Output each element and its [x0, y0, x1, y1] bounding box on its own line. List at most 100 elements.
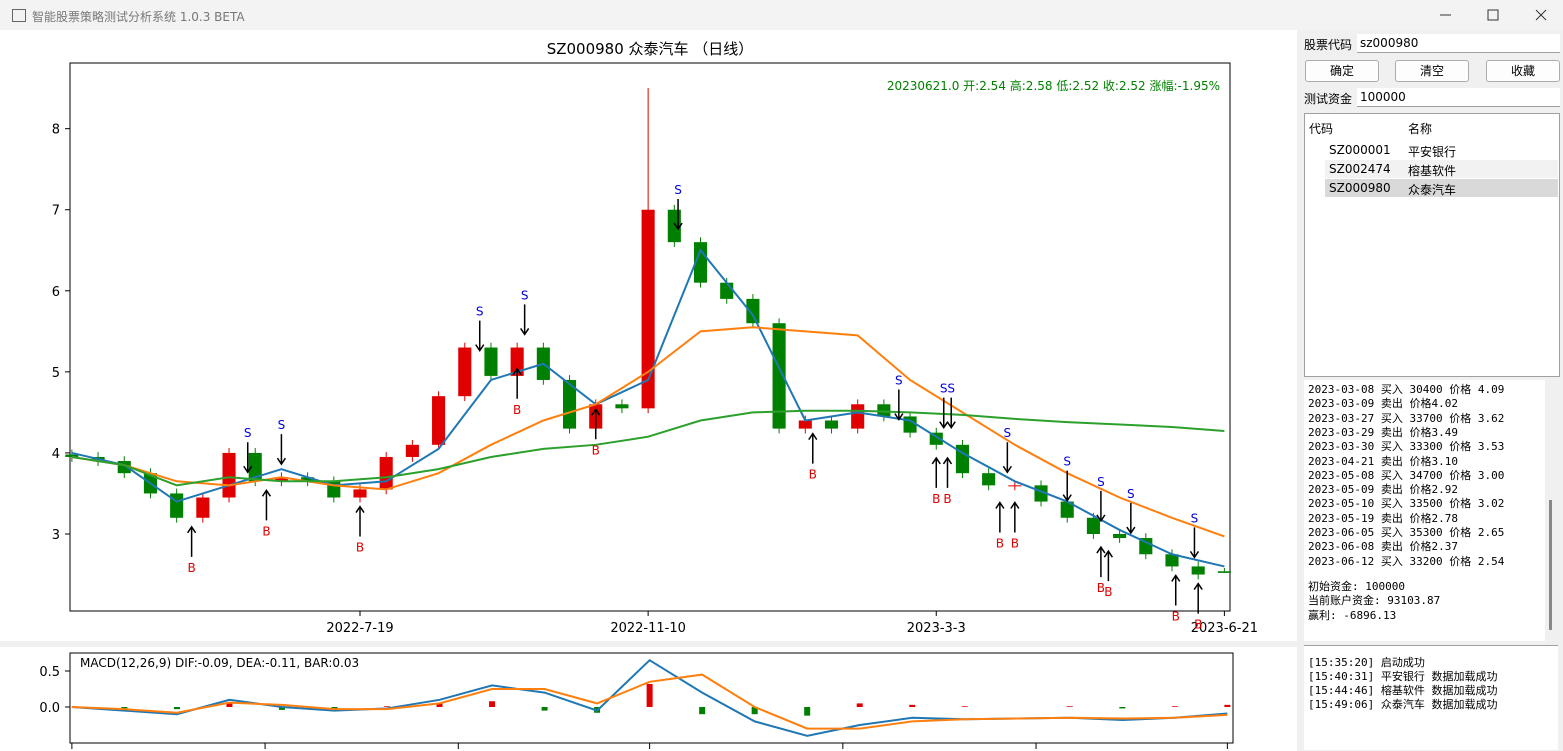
- macd-bar: [173, 707, 180, 710]
- candle-body: [484, 347, 498, 376]
- trade-line: 2023-04-21 卖出 价格3.10: [1308, 454, 1458, 468]
- macd-bar: [699, 707, 706, 715]
- trade-log: 2023-03-08 买入 30400 价格 4.09 2023-03-09 卖出…: [1304, 380, 1557, 641]
- table-cell[interactable]: 榕基软件: [1408, 164, 1457, 178]
- signal-label: B: [262, 524, 270, 538]
- fund-label: 测试资金: [1304, 92, 1353, 106]
- window-title: 智能股票策略测试分析系统 1.0.3 BETA: [32, 10, 245, 24]
- macd-bar: [489, 701, 496, 707]
- macd-bar: [121, 707, 128, 709]
- table-cell[interactable]: SZ002474: [1329, 162, 1391, 176]
- log-line: [15:35:20] 启动成功: [1308, 656, 1425, 669]
- candle-body: [65, 454, 79, 457]
- signal-arrow: [1171, 574, 1181, 606]
- macd-bar: [909, 704, 916, 707]
- candle-body: [222, 452, 236, 498]
- signal-label: B: [187, 561, 195, 575]
- y-tick-label: 8: [52, 123, 60, 138]
- macd-bar: [436, 703, 443, 707]
- macd-bar: [1119, 707, 1126, 709]
- x-tick-label: 2023-3-3: [907, 621, 966, 636]
- signal-arrow: [931, 456, 941, 488]
- table-cell[interactable]: SZ000001: [1329, 143, 1391, 157]
- plot-frame: [69, 62, 1231, 612]
- chart-area: SZ000980 众泰汽车 （日线） 20230621.0 开:2.54 高:2.…: [0, 30, 1297, 751]
- candle-body: [693, 242, 708, 283]
- signal-arrow: [186, 525, 197, 557]
- favorite-button[interactable]: 收藏: [1486, 60, 1560, 82]
- candle-body: [432, 396, 446, 445]
- stat-line: 赢利: -6896.13: [1308, 608, 1397, 622]
- candle-body: [1217, 571, 1231, 573]
- log-line: [15:40:31] 平安银行 数据加载成功: [1308, 670, 1498, 683]
- signal-arrow: [475, 320, 485, 352]
- candle-body: [851, 404, 865, 429]
- candle-body: [510, 347, 524, 376]
- trade-line: 2023-03-09 卖出 价格4.02: [1308, 397, 1458, 411]
- macd-bar: [541, 707, 548, 711]
- scrollbar[interactable]: [1545, 380, 1557, 641]
- stat-line: 当前账户资金: 93103.87: [1308, 594, 1441, 608]
- signal-label: B: [1172, 609, 1180, 623]
- trade-line: 2023-03-29 卖出 价格3.49: [1308, 425, 1458, 439]
- signal-label: S: [1004, 426, 1012, 440]
- candle-body: [1165, 554, 1179, 567]
- row-selected: [1325, 179, 1558, 197]
- candle-body: [196, 497, 210, 518]
- candle-body: [1086, 517, 1100, 534]
- trade-line: 2023-03-30 买入 33300 价格 3.53: [1308, 440, 1505, 454]
- macd-bar: [804, 707, 811, 716]
- stat-line: 初始资金: 100000: [1308, 580, 1405, 593]
- chart-title: SZ000980 众泰汽车 （日线）: [547, 40, 754, 58]
- candle-body: [248, 452, 262, 482]
- candle-body: [982, 473, 996, 486]
- table-header: 名称: [1408, 122, 1433, 136]
- code-input[interactable]: sz000980: [1357, 34, 1560, 53]
- signal-label: B: [1097, 581, 1105, 595]
- candle-body: [746, 298, 760, 324]
- macd-bar: [226, 701, 233, 707]
- macd-bar: [278, 707, 285, 710]
- signal-label: B: [592, 443, 600, 457]
- x-tick-label: 2023-6-21: [1191, 621, 1258, 636]
- macd-bar: [384, 706, 391, 707]
- signal-arrow: [808, 432, 818, 464]
- signal-label: B: [1194, 618, 1202, 632]
- table-cell[interactable]: 众泰汽车: [1408, 183, 1457, 197]
- candle-body: [1139, 538, 1153, 555]
- x-tick-label: 2022-11-10: [610, 621, 686, 636]
- window-controls[interactable]: [1430, 0, 1563, 30]
- signal-label: B: [996, 537, 1004, 551]
- signal-arrow: [942, 456, 953, 488]
- candle-body: [1113, 533, 1127, 539]
- signal-arrow: [1126, 503, 1136, 535]
- app-icon: [12, 9, 26, 22]
- trade-line: 2023-06-08 卖出 价格2.37: [1308, 540, 1458, 554]
- price-info: 20230621.0 开:2.54 高:2.58 低:2.52 收:2.52 涨…: [887, 78, 1220, 93]
- table-cell[interactable]: 平安银行: [1408, 145, 1457, 159]
- candle-body: [170, 493, 184, 518]
- signal-label: S: [1063, 455, 1071, 469]
- y-tick-label: 4: [52, 447, 60, 462]
- signal-arrow: [1096, 490, 1106, 523]
- event-log: [15:35:20] 启动成功 [15:40:31] 平安银行 数据加载成功 [15…: [1304, 645, 1558, 750]
- signal-arrow: [276, 434, 287, 466]
- table-cell[interactable]: SZ000980: [1329, 181, 1391, 195]
- candle-body: [301, 477, 315, 482]
- signal-arrow: [894, 389, 904, 421]
- code-label: 股票代码: [1304, 38, 1353, 52]
- signal-label: S: [940, 382, 948, 396]
- signal-arrow: [512, 367, 522, 399]
- candle-body: [274, 477, 288, 482]
- signal-arrow: [1062, 470, 1072, 502]
- log-line: [15:49:06] 众泰汽车 数据加载成功: [1308, 698, 1498, 711]
- macd-bar: [961, 706, 968, 707]
- candle-body: [353, 489, 367, 498]
- confirm-button[interactable]: 确定: [1305, 60, 1379, 82]
- clear-button[interactable]: 清空: [1395, 60, 1469, 82]
- candle-body: [1008, 485, 1022, 487]
- candle-body: [824, 420, 839, 429]
- signal-arrow: [673, 199, 683, 231]
- fund-input[interactable]: 100000: [1357, 88, 1560, 107]
- candle-body: [667, 209, 681, 243]
